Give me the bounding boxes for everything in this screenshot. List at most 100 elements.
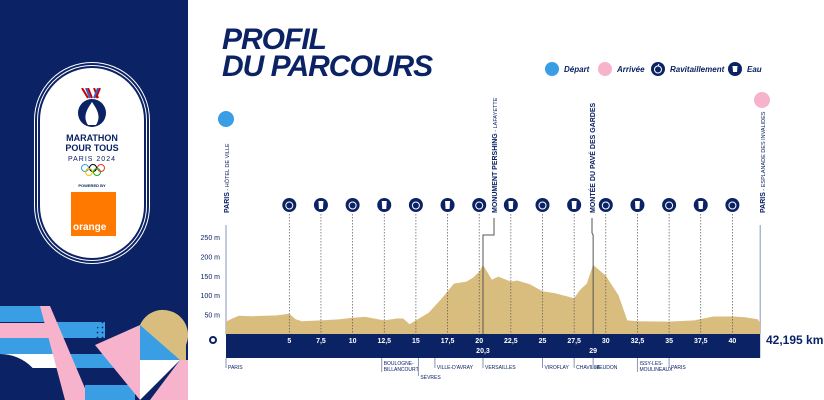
supply-point <box>535 198 550 212</box>
brand-line3: PARIS 2024 <box>67 156 116 163</box>
water-point <box>313 198 328 212</box>
town-label: SÈVRES <box>420 374 441 381</box>
landmark-detail: - HÔTEL DE VILLE <box>224 143 231 192</box>
legend-ravitaillement: Ravitaillement <box>651 62 724 76</box>
water-point <box>693 198 708 212</box>
landmark-label: PARIS - ESPLANADE DES INVALIDES <box>760 111 767 213</box>
km-axis-band <box>226 334 761 358</box>
cup-icon <box>728 62 742 76</box>
supply-point <box>408 198 423 212</box>
town-label: ISSY-LES- <box>639 361 663 367</box>
apple-icon <box>475 201 484 210</box>
cup-icon <box>445 201 451 209</box>
x-tick-label: 32,5 <box>631 338 645 345</box>
legend-finish: Arrivée <box>598 62 645 76</box>
landmark-detail: - ESPLANADE DES INVALIDES <box>761 111 767 192</box>
apple-icon <box>538 201 547 210</box>
marker-circle <box>345 198 360 212</box>
town-label: MOULINEAUX <box>639 367 673 373</box>
x-tick-label: 15 <box>412 338 420 345</box>
water-point <box>630 198 645 212</box>
x-tick-label: 5 <box>287 338 291 345</box>
town-label: VERSAILLES <box>485 365 516 371</box>
orange-logo: orange <box>71 192 116 236</box>
legend-label: Arrivée <box>617 64 645 74</box>
x-extra-tick-label: 20,3 <box>476 348 490 355</box>
marker-circle <box>725 198 740 212</box>
finish-dot-icon <box>598 62 612 76</box>
cup-icon <box>318 201 324 209</box>
title-line1: PROFIL <box>222 23 327 56</box>
x-tick-label: 22,5 <box>504 338 518 345</box>
brand-line1: MARATHON <box>66 133 118 143</box>
landmark-name: PARIS <box>760 192 767 213</box>
apple-icon <box>285 201 294 210</box>
town-label: PARIS <box>671 365 686 371</box>
water-point <box>503 198 518 212</box>
marker-circle <box>662 198 677 212</box>
x-tick-label: 40 <box>729 338 737 345</box>
apple-icon <box>665 201 674 210</box>
page-title: PROFIL DU PARCOURS <box>222 23 433 83</box>
total-distance-label: 42,195 km <box>766 333 823 347</box>
y-tick-label: 200 m <box>201 254 221 261</box>
marker-circle <box>535 198 550 212</box>
legend-start: Départ <box>545 62 589 76</box>
legend-label: Eau <box>747 64 762 74</box>
marker-circle <box>472 198 487 212</box>
landmark-name: MONTÉE DU PAVÉ DES GARDES <box>588 102 597 213</box>
pershing-leader-line <box>482 218 495 334</box>
cup-icon <box>508 201 514 209</box>
marker-circle <box>408 198 423 212</box>
brand-logo: MARATHON POUR TOUS PARIS 2024 POWERED BY… <box>40 68 144 258</box>
x-tick-label: 37,5 <box>694 338 708 345</box>
supply-point <box>662 198 677 212</box>
elevation-profile <box>226 264 761 334</box>
landmark-label: MONUMENT PERSHING - LAFAYETTE <box>492 97 499 213</box>
y-tick-label: 150 m <box>201 274 221 281</box>
origin-marker <box>209 336 217 344</box>
supply-point <box>282 198 297 212</box>
water-point <box>440 198 455 212</box>
sponsor-label: POWERED BY <box>78 183 106 188</box>
cup-icon <box>698 201 704 209</box>
landmark-detail: - LAFAYETTE <box>493 97 499 133</box>
legend-label: Ravitaillement <box>670 64 725 74</box>
town-label: PARIS <box>228 365 243 371</box>
brand-line2: POUR TOUS <box>65 143 119 153</box>
start-dot <box>218 111 234 127</box>
flame-medal-icon <box>78 88 106 127</box>
marker-circle <box>598 198 613 212</box>
sidebar: MARATHON POUR TOUS PARIS 2024 POWERED BY… <box>0 0 188 400</box>
apple-icon <box>411 201 420 210</box>
town-label: MEUDON <box>595 365 618 371</box>
cup-icon <box>381 201 387 209</box>
x-tick-label: 35 <box>665 338 673 345</box>
supply-point <box>345 198 360 212</box>
x-tick-label: 30 <box>602 338 610 345</box>
title-line2: DU PARCOURS <box>222 50 433 83</box>
town-label: BOULOGNE- <box>384 361 414 367</box>
town-label: VILLE-D'AVRAY <box>437 365 474 371</box>
cup-icon <box>571 201 577 209</box>
x-tick-label: 17,5 <box>441 338 455 345</box>
water-point <box>567 198 582 212</box>
olympic-rings-icon <box>81 164 105 176</box>
y-tick-label: 50 m <box>204 313 220 320</box>
landmark-label: PARIS - HÔTEL DE VILLE <box>224 143 231 213</box>
x-tick-label: 27,5 <box>567 338 581 345</box>
x-tick-label: 7,5 <box>316 338 326 345</box>
y-tick-label: 100 m <box>201 293 221 300</box>
supply-point <box>472 198 487 212</box>
apple-icon <box>601 201 610 210</box>
sponsor-name: orange <box>73 222 107 233</box>
gardes-leader-line <box>591 218 594 334</box>
landmark-label: MONTÉE DU PAVÉ DES GARDES <box>588 102 597 213</box>
supply-point <box>598 198 613 212</box>
apple-icon <box>651 62 665 76</box>
supply-point <box>725 198 740 212</box>
landmark-name: MONUMENT PERSHING <box>492 133 499 213</box>
town-label: VIROFLAY <box>545 365 570 371</box>
legend-eau: Eau <box>728 62 762 76</box>
